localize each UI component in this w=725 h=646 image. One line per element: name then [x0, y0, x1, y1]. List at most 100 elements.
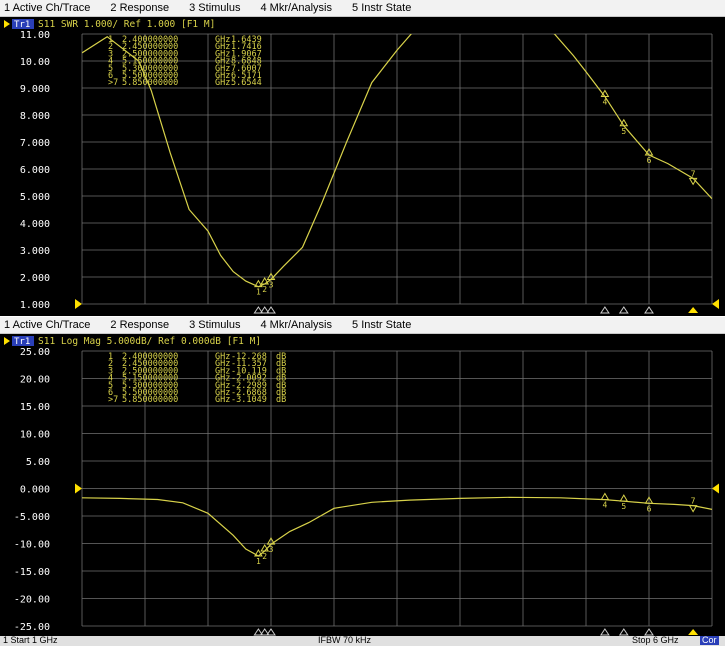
ref-level-arrow-icon[interactable]: [75, 483, 82, 494]
marker-position-indicator-icon: [266, 628, 276, 636]
marker-triangle-icon[interactable]: [600, 492, 610, 501]
marker-id: 4: [108, 374, 113, 384]
marker-triangle-icon[interactable]: [644, 496, 654, 504]
marker-triangle-icon[interactable]: [254, 548, 263, 557]
trace-header-label: S11 Log Mag 5.000dB/ Ref 0.000dB [F1 M]: [38, 336, 261, 347]
marker-value: -2.0092: [231, 374, 267, 384]
marker-position-indicator-icon: [253, 628, 264, 636]
marker-freq: 2.500000000: [122, 49, 178, 59]
y-tick-label: 10.00: [20, 57, 50, 68]
marker-id: 6: [108, 71, 113, 81]
marker-unit: GHz: [215, 64, 230, 74]
ref-level-arrow-right-icon[interactable]: [712, 299, 719, 309]
marker-value: 1.9067: [231, 49, 262, 59]
swr-chart[interactable]: Tr1 S11 SWR 1.000/ Ref 1.000 [F1 M]11.00 1…: [0, 17, 725, 316]
active-marker-indicator-icon[interactable]: [688, 307, 699, 313]
marker-value-unit: dB: [276, 381, 286, 391]
y-tick-label: 10.00: [20, 430, 50, 441]
marker-triangle-icon[interactable]: [254, 279, 263, 288]
marker-number: 4: [602, 501, 607, 510]
marker-triangle-icon[interactable]: [266, 537, 276, 545]
menu-response-2[interactable]: 2 Response: [110, 319, 170, 331]
y-tick-label: -20.00: [14, 595, 50, 606]
marker-value: -11.357: [231, 359, 267, 369]
marker-value: 6.5171: [231, 71, 262, 81]
marker-triangle-icon[interactable]: [260, 543, 270, 552]
trace-tag-box[interactable]: [12, 19, 34, 29]
marker-position-indicator-icon: [259, 628, 270, 636]
active-trace-arrow-icon: [4, 337, 10, 345]
marker-id: 3: [108, 366, 113, 376]
y-tick-label: 5.000: [20, 192, 50, 203]
marker-value: -12.268: [231, 352, 267, 362]
swr-plot-panel[interactable]: Tr1 S11 SWR 1.000/ Ref 1.000 [F1 M] 11.00 1…: [0, 17, 725, 316]
marker-position-indicator-icon: [644, 628, 654, 636]
logmag-plot-panel[interactable]: Tr1 S11 Log Mag 5.000dB/ Ref 0.000dB [F1 …: [0, 334, 725, 636]
menu-stimulus-2[interactable]: 3 Stimulus: [189, 319, 241, 331]
marker-value-unit: dB: [276, 366, 286, 376]
menu-mkr-analysis-2[interactable]: 4 Mkr/Analysis: [260, 319, 333, 331]
y-tick-label: 20.00: [20, 375, 50, 386]
status-stop: Stop 6 GHz: [632, 636, 679, 645]
marker-id: 5: [108, 64, 113, 74]
marker-unit: GHz: [215, 352, 230, 362]
menu-active-ch-trace[interactable]: 1 Active Ch/Trace: [4, 2, 91, 14]
marker-unit: GHz: [215, 381, 230, 391]
status-bar: 1 Start 1 GHz IFBW 70 kHz Stop 6 GHz Cor: [0, 636, 725, 646]
marker-number: 4: [602, 98, 607, 107]
y-tick-label: -10.00: [14, 540, 50, 551]
y-tick-label: 0.000: [20, 485, 50, 496]
marker-freq: 5.300000000: [122, 381, 178, 391]
y-tick-label: 8.000: [20, 111, 50, 122]
marker-triangle-icon[interactable]: [266, 272, 276, 281]
marker-value: -2.6868: [231, 388, 267, 398]
marker-id: 1: [108, 352, 113, 362]
marker-position-indicator-icon: [618, 306, 629, 314]
marker-triangle-icon[interactable]: [644, 148, 654, 156]
marker-unit: GHz: [215, 78, 230, 88]
marker-value-unit: dB: [276, 374, 286, 384]
marker-unit: GHz: [215, 366, 230, 376]
marker-triangle-icon[interactable]: [688, 505, 698, 513]
marker-position-indicator-icon: [259, 306, 270, 314]
marker-triangle-icon[interactable]: [619, 494, 629, 502]
marker-freq: 5.500000000: [122, 388, 178, 398]
marker-value-unit: dB: [276, 395, 286, 405]
y-tick-label: 5.00: [26, 457, 50, 468]
marker-id: >7: [108, 395, 118, 405]
y-tick-label: 6.000: [20, 165, 50, 176]
marker-value: -10.119: [231, 366, 267, 376]
ref-level-arrow-icon[interactable]: [75, 299, 82, 309]
y-tick-label: 4.000: [20, 219, 50, 230]
menu-response[interactable]: 2 Response: [110, 2, 170, 14]
logmag-chart[interactable]: Tr1 S11 Log Mag 5.000dB/ Ref 0.000dB [F1 …: [0, 334, 725, 636]
marker-unit: GHz: [215, 374, 230, 384]
marker-triangle-icon[interactable]: [619, 118, 629, 127]
menu-instr-state[interactable]: 5 Instr State: [352, 2, 412, 14]
marker-value: -3.1049: [231, 395, 267, 405]
menu-active-ch-trace-2[interactable]: 1 Active Ch/Trace: [4, 319, 91, 331]
marker-freq: 5.850000000: [122, 78, 178, 88]
marker-triangle-icon[interactable]: [600, 89, 610, 98]
marker-number: 2: [262, 285, 267, 294]
y-tick-label: -5.000: [14, 512, 50, 523]
marker-triangle-icon[interactable]: [260, 276, 270, 285]
marker-unit: GHz: [215, 42, 230, 52]
menu-instr-state-2[interactable]: 5 Instr State: [352, 319, 412, 331]
menu-mkr-analysis[interactable]: 4 Mkr/Analysis: [260, 2, 333, 14]
trace-tag-label: Tr1: [14, 20, 30, 30]
trace-tag-box[interactable]: [12, 336, 34, 346]
marker-freq: 5.850000000: [122, 395, 178, 405]
marker-number: 2: [262, 552, 267, 561]
marker-id: >7: [108, 78, 118, 88]
marker-number: 3: [269, 545, 274, 554]
y-tick-label: -15.00: [14, 567, 50, 578]
marker-triangle-icon[interactable]: [688, 177, 698, 186]
marker-position-indicator-icon: [266, 306, 276, 314]
marker-position-indicator-icon: [253, 306, 264, 314]
marker-id: 2: [108, 359, 113, 369]
menu-stimulus[interactable]: 3 Stimulus: [189, 2, 241, 14]
active-marker-indicator-icon[interactable]: [688, 629, 699, 635]
ref-level-arrow-right-icon[interactable]: [712, 483, 719, 494]
marker-freq: 5.150000000: [122, 57, 178, 67]
